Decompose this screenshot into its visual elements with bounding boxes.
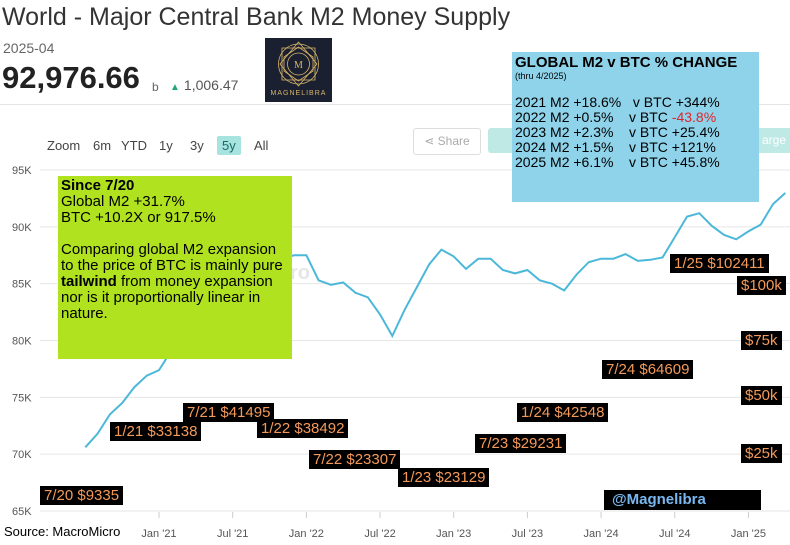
y-tick-label: 90K — [12, 222, 32, 234]
btc-price-label: 1/21 $33138 — [110, 422, 202, 441]
magnelibra-logo: M MAGNELIBRA — [265, 38, 332, 102]
btc-scale-label: $100k — [737, 276, 786, 295]
data-date: 2025-04 — [3, 40, 55, 56]
range-ytd-button[interactable]: YTD — [121, 138, 147, 153]
summary-body: Comparing global M2 expansion to the pri… — [61, 242, 289, 322]
table-row: 2023 M2 +2.3% v BTC +25.4% — [515, 125, 756, 140]
row-m2: 2022 M2 +0.5% — [515, 109, 614, 125]
btc-price-label: 7/24 $64609 — [602, 360, 694, 379]
btc-price-label: 1/25 $102411 — [670, 254, 769, 273]
latest-value: 92,976.66 — [2, 60, 140, 95]
y-tick-label: 65K — [12, 506, 32, 518]
btc-price-label: 7/20 $9335 — [40, 486, 124, 505]
y-tick-label: 70K — [12, 449, 32, 461]
x-tick-label: Jan '24 — [584, 528, 619, 540]
watermark: ro — [290, 262, 310, 284]
summary-title: Since 7/20 — [61, 177, 135, 194]
value-unit: b — [152, 80, 159, 94]
range-all-button[interactable]: All — [254, 138, 269, 153]
summary-body-bold: tailwind — [61, 273, 117, 290]
btc-scale-label: $50k — [741, 386, 782, 405]
summary-body-1: Comparing global M2 expansion to the pri… — [61, 241, 283, 274]
x-tick-label: Jul '21 — [217, 528, 248, 540]
svg-text:M: M — [294, 60, 303, 71]
x-tick-label: Jan '23 — [436, 528, 471, 540]
author-handle: @Magnelibra — [604, 490, 761, 510]
y-tick-label: 80K — [12, 336, 32, 348]
y-tick-label: 95K — [12, 165, 32, 177]
page-title: World - Major Central Bank M2 Money Supp… — [2, 3, 511, 31]
change-value: ▲ 1,006.47 — [170, 77, 238, 93]
change-amount: 1,006.47 — [183, 77, 239, 93]
m2-vs-btc-table: GLOBAL M2 v BTC % CHANGE (thru 4/2025) 2… — [512, 52, 759, 202]
table-row: 2025 M2 +6.1% v BTC +45.8% — [515, 155, 756, 170]
source-note: Source: MacroMicro — [4, 524, 121, 539]
x-tick-label: Jan '21 — [141, 528, 176, 540]
y-tick-label: 85K — [12, 279, 32, 291]
summary-m2: Global M2 +31.7% — [61, 193, 185, 210]
range-zoom-label: Zoom — [47, 138, 81, 153]
y-tick-label: 75K — [12, 392, 32, 404]
btc-price-label: 1/24 $42548 — [517, 403, 609, 422]
row-btc-prefix: v BTC — [629, 109, 672, 125]
logo-text: MAGNELIBRA — [270, 90, 327, 97]
summary-body-2: from money expansion nor is it proportio… — [61, 273, 273, 322]
share-label: Share — [437, 134, 470, 148]
table-row: 2024 M2 +1.5% v BTC +121% — [515, 140, 756, 155]
summary-annotation: Since 7/20 Global M2 +31.7% BTC +10.2X o… — [58, 176, 292, 359]
row-btc: v BTC +121% — [629, 139, 716, 155]
summary-btc: BTC +10.2X or 917.5% — [61, 209, 216, 226]
row-btc: v BTC +344% — [632, 94, 720, 110]
btc-scale-label: $25k — [741, 444, 782, 463]
row-m2: 2025 M2 +6.1% — [515, 154, 614, 170]
x-tick-label: Jul '24 — [659, 528, 690, 540]
up-arrow-icon: ▲ — [170, 82, 180, 93]
row-m2: 2023 M2 +2.3% — [515, 124, 614, 140]
x-tick-label: Jan '25 — [731, 528, 766, 540]
x-tick-label: Jul '22 — [364, 528, 395, 540]
header-divider — [0, 104, 790, 105]
table-title: GLOBAL M2 v BTC % CHANGE — [515, 54, 738, 71]
btc-price-label: 1/22 $38492 — [257, 419, 349, 438]
share-icon: ⋖ — [424, 134, 438, 148]
range-5y-button[interactable]: 5y — [217, 136, 241, 155]
table-subtitle: (thru 4/2025) — [515, 71, 567, 81]
btc-scale-label: $75k — [741, 331, 782, 350]
row-m2: 2024 M2 +1.5% — [515, 139, 614, 155]
mandala-icon: M — [278, 41, 319, 87]
range-3y-button[interactable]: 3y — [190, 138, 204, 153]
x-tick-label: Jul '23 — [512, 528, 543, 540]
row-m2: 2021 M2 +18.6% — [515, 94, 622, 110]
share-button[interactable]: ⋖ Share — [413, 128, 481, 155]
row-btc: v BTC +45.8% — [629, 154, 720, 170]
row-btc: v BTC +25.4% — [629, 124, 720, 140]
toolbar-button[interactable] — [488, 128, 516, 153]
range-6m-button[interactable]: 6m — [93, 138, 112, 153]
x-tick-label: Jan '22 — [289, 528, 324, 540]
btc-price-label: 7/21 $41495 — [183, 403, 275, 422]
range-1y-button[interactable]: 1y — [159, 138, 173, 153]
row-btc-negative: -43.8% — [671, 109, 717, 125]
btc-price-label: 1/23 $23129 — [398, 468, 490, 487]
table-row: 2022 M2 +0.5% v BTC -43.8% — [515, 110, 756, 125]
btc-price-label: 7/23 $29231 — [475, 434, 567, 453]
table-row: 2021 M2 +18.6% v BTC +344% — [515, 95, 756, 110]
btc-price-label: 7/22 $23307 — [309, 450, 401, 469]
